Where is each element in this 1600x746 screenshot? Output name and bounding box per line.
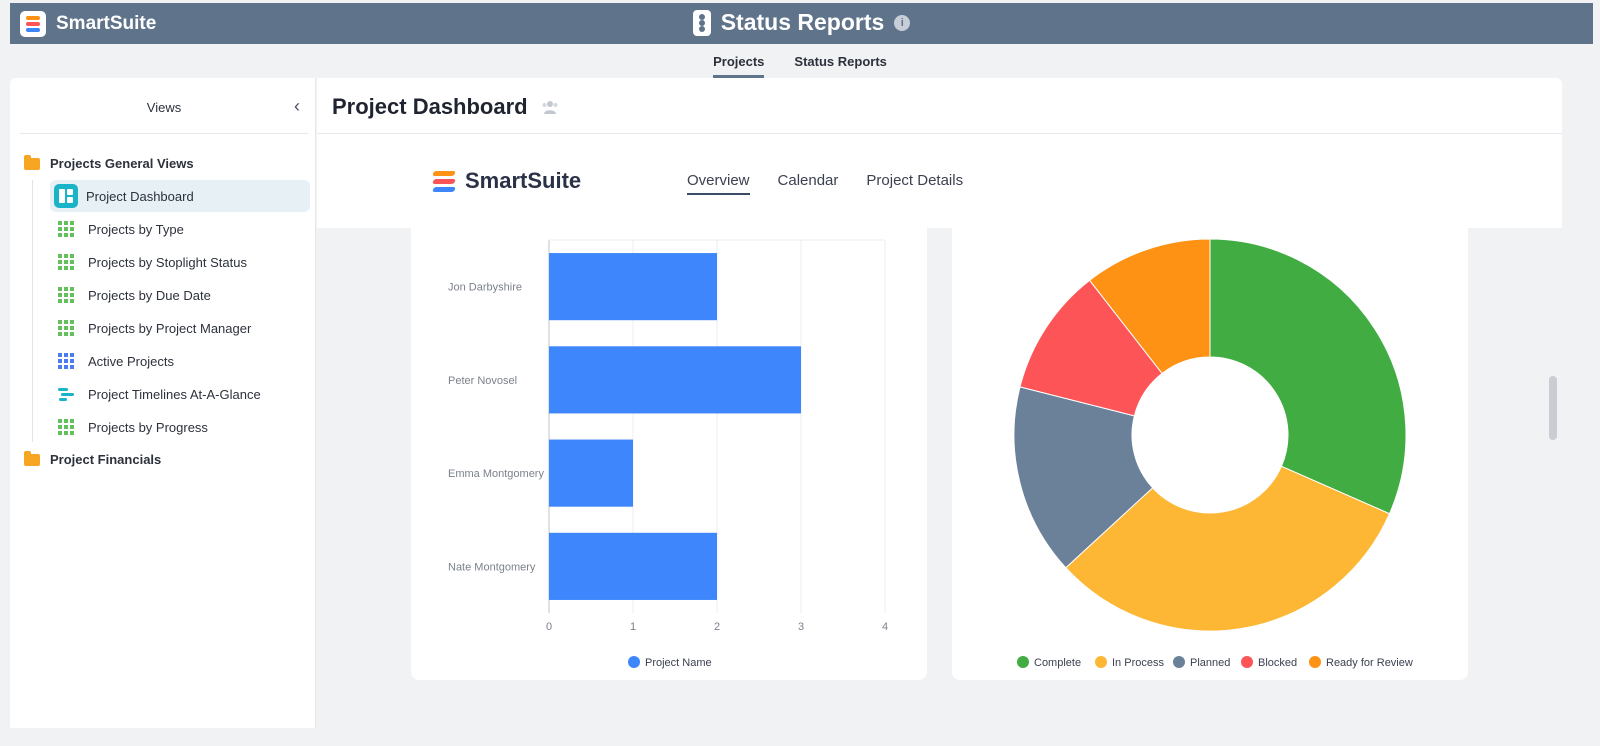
legend-marker (1017, 656, 1029, 668)
legend: Project Name (628, 656, 712, 669)
legend-marker (1241, 656, 1253, 668)
sidebar-item-label: Projects by Progress (88, 419, 208, 435)
sidebar-item-projects-by-type[interactable]: Projects by Type (50, 213, 310, 245)
legend-marker (1309, 656, 1321, 668)
dashboard-brand: SmartSuite (465, 168, 582, 193)
x-tick-label: 3 (798, 621, 804, 633)
sidebar-item-projects-by-stoplight-status[interactable]: Projects by Stoplight Status (50, 246, 310, 278)
solution-title-text: Status Reports (720, 9, 885, 35)
dashboard-tabs: Overview Calendar Project Details (687, 172, 964, 195)
folder-label: Projects General Views (50, 156, 194, 171)
tab-overview[interactable]: Overview (687, 172, 750, 195)
folder-icon (24, 154, 40, 170)
x-tick-label: 4 (882, 621, 888, 633)
dashboard-logo: SmartSuite (432, 168, 582, 194)
main-header: Project Dashboard (317, 78, 1562, 134)
collapse-chevron-icon[interactable]: ‹ (294, 96, 300, 116)
shared-users-icon[interactable] (541, 99, 559, 115)
grid-view-icon (58, 221, 74, 237)
smartsuite-logo-icon (432, 170, 456, 192)
dashboard-canvas: 0 1 2 3 4 Jon Darbyshire Peter Novosel Emma Mon… (317, 228, 1562, 728)
slice-ready-for-review (1088, 238, 1211, 375)
sidebar-item-label: Projects by Stoplight Status (88, 254, 247, 270)
sidebar-item-label: Projects by Type (88, 221, 184, 237)
y-tick-label: Peter Novosel (448, 375, 517, 387)
dashboard-nav: SmartSuite Overview Calendar Project Det… (317, 134, 1562, 228)
tab-projects[interactable]: Projects (713, 44, 765, 78)
legend-label: In Process (1112, 657, 1164, 669)
legend-label: Ready for Review (1326, 657, 1413, 669)
sidebar-item-projects-by-due-date[interactable]: Projects by Due Date (50, 279, 310, 311)
sidebar-item-projects-by-progress[interactable]: Projects by Progress (50, 411, 310, 443)
grid-view-icon (58, 320, 74, 336)
legend: Complete In Process Planned Blocked Ready fo… (1017, 656, 1413, 669)
folder-projects-general-views[interactable]: Projects General Views (24, 154, 194, 171)
sidebar-title: Views (146, 100, 182, 115)
top-bar: SmartSuite Status Reports i (10, 3, 1593, 44)
bar-chart-card: 0 1 2 3 4 Jon Darbyshire Peter Novosel Emma Mon… (411, 228, 927, 680)
x-tick-label: 2 (714, 621, 720, 633)
sidebar-item-project-dashboard[interactable]: Project Dashboard (50, 180, 310, 212)
sidebar-item-label: Projects by Due Date (88, 287, 211, 303)
legend-label: Project Name (645, 657, 712, 669)
sidebar-item-label: Project Dashboard (86, 188, 194, 204)
sidebar-item-label: Projects by Project Manager (88, 320, 252, 336)
bar-nate-montgomery (549, 532, 717, 600)
sidebar-item-projects-by-project-manager[interactable]: Projects by Project Manager (50, 312, 310, 344)
smartsuite-logo-icon (20, 11, 46, 37)
app-tabs: Projects Status Reports (0, 44, 1600, 78)
grid-view-icon (58, 419, 74, 435)
sidebar-item-active-projects[interactable]: Active Projects (50, 345, 310, 377)
bar-emma-montgomery (549, 439, 633, 507)
legend-marker (1095, 656, 1107, 668)
info-icon[interactable]: i (894, 14, 911, 31)
slice-complete (1209, 238, 1407, 515)
y-tick-label: Nate Montgomery (448, 561, 536, 573)
sidebar-header: Views ‹ (20, 78, 308, 134)
bar-peter-novosel (549, 346, 801, 414)
brand-name: SmartSuite (56, 13, 157, 34)
x-tick-label: 0 (546, 621, 552, 633)
bar-chart: 0 1 2 3 4 Jon Darbyshire Peter Novosel Emma Mon… (448, 239, 888, 669)
legend-label: Complete (1034, 657, 1081, 669)
sidebar-item-label: Project Timelines At-A-Glance (88, 386, 261, 402)
stoplight-icon (692, 9, 711, 36)
sidebar-item-project-timelines[interactable]: Project Timelines At-A-Glance (50, 378, 310, 410)
grid-view-icon (58, 287, 74, 303)
dashboard-icon (54, 184, 78, 208)
sidebar-item-label: Active Projects (88, 353, 174, 369)
pie-chart-card: Complete In Process Planned Blocked Ready fo… (952, 228, 1468, 680)
page-title: Project Dashboard (332, 94, 528, 119)
folder-label: Project Financials (50, 452, 162, 467)
tab-project-details[interactable]: Project Details (866, 172, 964, 189)
timeline-icon (58, 387, 74, 401)
folder-project-financials[interactable]: Project Financials (24, 450, 162, 467)
y-tick-label: Emma Montgomery (448, 468, 544, 480)
slice-planned (1013, 386, 1154, 569)
solution-title: Status Reports i (10, 9, 1593, 36)
tab-calendar[interactable]: Calendar (777, 172, 839, 189)
brand[interactable]: SmartSuite (20, 11, 156, 37)
legend-marker (628, 656, 640, 668)
y-tick-label: Jon Darbyshire (448, 282, 522, 294)
bar-jon-darbyshire (549, 253, 717, 321)
slice-in-process (1065, 465, 1391, 632)
donut-chart: Complete In Process Planned Blocked Ready fo… (1013, 238, 1413, 669)
folder-icon (24, 450, 40, 466)
x-tick-label: 1 (630, 621, 636, 633)
legend-marker (1173, 656, 1185, 668)
tab-status-reports[interactable]: Status Reports (794, 54, 887, 69)
legend-label: Blocked (1258, 657, 1297, 669)
grid-view-icon (58, 353, 74, 369)
scrollbar[interactable] (1549, 376, 1557, 440)
legend-label: Planned (1190, 657, 1230, 669)
tree-line (32, 180, 33, 442)
views-sidebar: Views ‹ Projects General Views Project D… (10, 78, 316, 728)
grid-view-icon (58, 254, 74, 270)
